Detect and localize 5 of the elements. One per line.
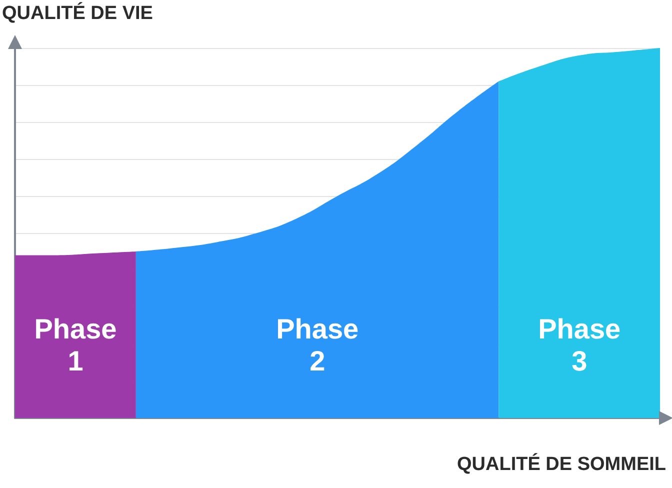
series-label: Phase 1 xyxy=(34,314,117,376)
y-axis-title: QUALITÉ DE VIE xyxy=(2,2,153,24)
x-axis-title: QUALITÉ DE SOMMEIL xyxy=(457,453,666,475)
series-label: Phase 2 xyxy=(276,314,359,376)
series-label: Phase 3 xyxy=(538,314,621,376)
